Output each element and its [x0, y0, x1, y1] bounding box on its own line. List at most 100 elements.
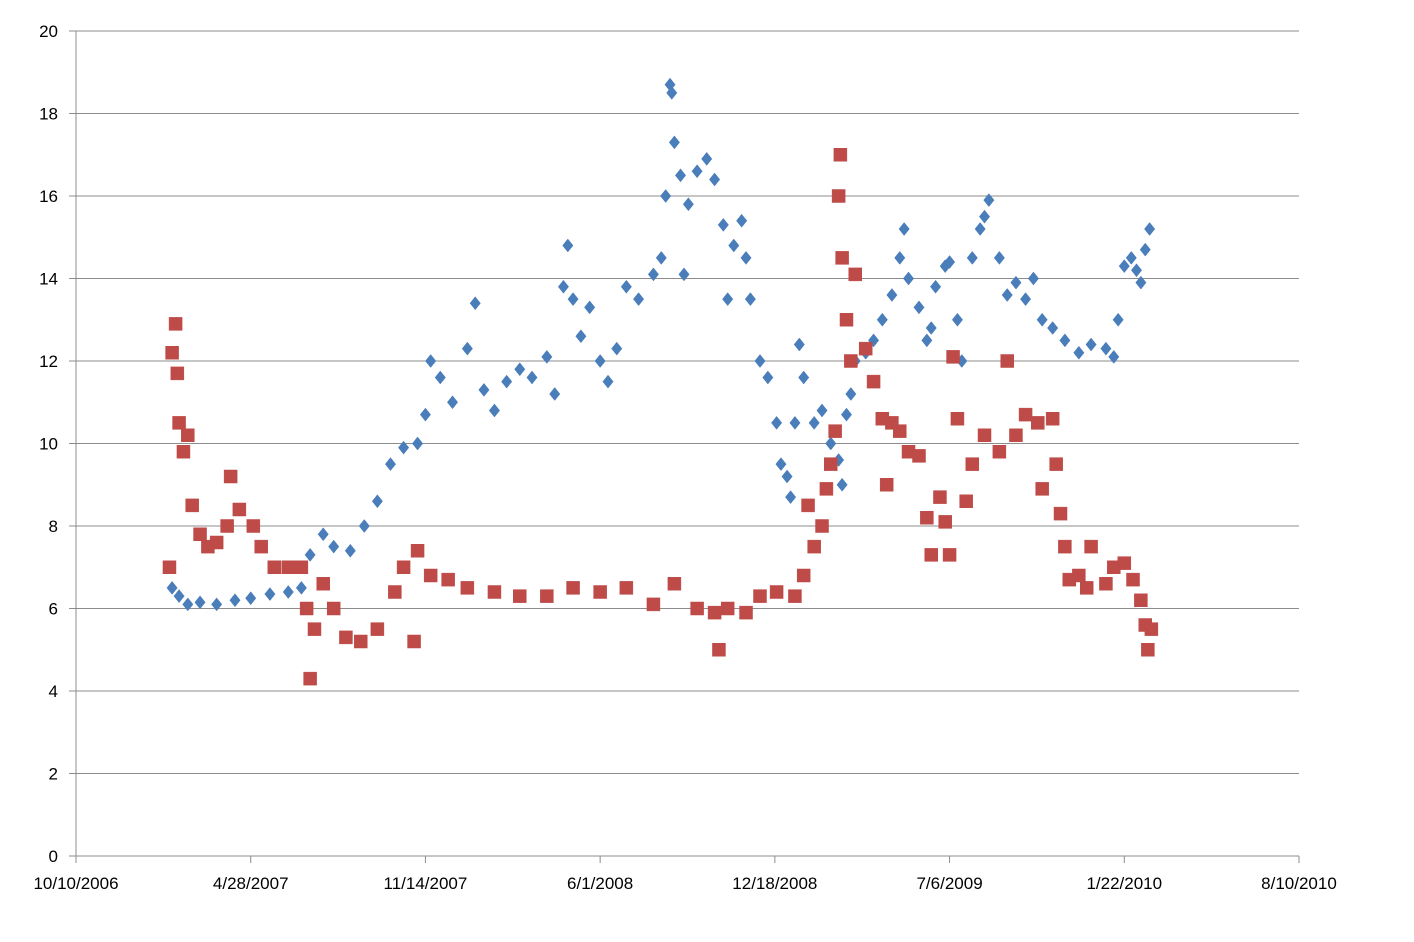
data-point-diamond: [469, 296, 481, 311]
data-point-diamond: [1118, 259, 1130, 274]
data-point-diamond: [1130, 263, 1143, 278]
data-point-diamond: [798, 370, 810, 385]
data-point-diamond: [384, 457, 397, 472]
data-point-square: [299, 601, 314, 616]
gridlines: [76, 30, 1299, 774]
data-point-diamond: [541, 349, 553, 364]
data-point-diamond: [1073, 345, 1085, 360]
data-point-diamond: [245, 591, 257, 606]
data-point-diamond: [371, 494, 383, 509]
data-point-diamond: [836, 477, 848, 492]
y-axis-tick-labels: 0 2 4 6 8 10 12 14 16 18 20: [39, 22, 58, 866]
data-point-diamond: [762, 370, 774, 385]
data-point-square: [246, 519, 261, 533]
data-point-square: [824, 457, 838, 471]
data-point-square: [833, 148, 848, 162]
data-point-diamond: [1036, 312, 1048, 327]
data-point-square: [162, 560, 177, 574]
data-point-diamond: [526, 370, 538, 385]
data-point-square: [1035, 482, 1049, 496]
data-point-diamond: [1020, 292, 1032, 307]
data-point-square: [1126, 572, 1140, 587]
data-point-diamond: [1001, 288, 1013, 302]
data-point-square: [307, 622, 322, 636]
data-point-square: [828, 424, 842, 438]
data-point-diamond: [194, 595, 206, 610]
data-point-square: [807, 539, 821, 554]
data-point-square: [487, 585, 502, 599]
data-point-square: [388, 585, 402, 599]
data-point-square: [1058, 539, 1072, 554]
y-tick-label: 8: [49, 517, 58, 536]
y-tick-label: 0: [49, 847, 58, 866]
data-point-square: [835, 251, 849, 265]
data-point-square: [844, 354, 858, 368]
data-point-square: [815, 519, 829, 533]
x-tick-label: 11/14/2007: [384, 874, 468, 893]
x-tick-label: 7/6/2009: [916, 874, 982, 893]
data-point-square: [720, 601, 735, 616]
data-point-diamond: [647, 267, 659, 282]
data-point-square: [1072, 568, 1086, 583]
data-point-square: [232, 502, 247, 517]
data-point-square: [977, 428, 992, 442]
data-point-square: [370, 622, 385, 636]
data-point-square: [938, 515, 952, 529]
data-point-diamond: [317, 527, 329, 542]
data-point-diamond: [678, 267, 690, 282]
data-point-diamond: [557, 279, 569, 294]
data-point-square: [294, 560, 309, 574]
data-point-diamond: [358, 519, 370, 533]
data-point-square: [924, 548, 938, 562]
data-point-square: [193, 527, 207, 541]
data-point-diamond: [894, 250, 906, 265]
series-1: [166, 77, 1156, 612]
data-point-square: [839, 313, 854, 327]
data-point-diamond: [229, 593, 241, 608]
data-point-diamond: [825, 436, 837, 451]
data-point-diamond: [793, 337, 805, 352]
data-point-square: [1009, 428, 1023, 442]
data-point-diamond: [666, 85, 678, 100]
data-point-diamond: [562, 238, 574, 253]
data-point-diamond: [868, 333, 880, 348]
data-point-diamond: [668, 135, 680, 150]
data-point-square: [410, 544, 425, 558]
data-point-square: [513, 589, 527, 603]
data-point-square: [1134, 593, 1148, 607]
data-point-square: [646, 597, 661, 612]
y-tick-label: 4: [49, 682, 58, 701]
data-point-diamond: [602, 374, 614, 389]
data-point-diamond: [304, 547, 316, 562]
data-point-square: [423, 568, 438, 583]
y-tick-label: 12: [39, 352, 58, 371]
data-point-diamond: [425, 354, 437, 368]
data-point-diamond: [781, 469, 793, 484]
x-tick-label: 6/1/2008: [567, 874, 633, 893]
data-point-diamond: [1112, 312, 1124, 327]
data-point-diamond: [983, 193, 995, 208]
data-point-square: [185, 498, 199, 513]
data-point-diamond: [282, 585, 294, 599]
data-point-square: [866, 374, 881, 389]
data-point-square: [326, 601, 341, 616]
data-point-diamond: [740, 250, 752, 265]
data-point-square: [819, 482, 834, 496]
data-point-square: [168, 317, 183, 331]
y-tick-label: 18: [39, 105, 58, 124]
data-point-square: [965, 457, 980, 471]
data-point-diamond: [182, 597, 194, 612]
data-point-square: [769, 585, 784, 599]
y-tick-label: 10: [39, 435, 58, 454]
data-point-square: [165, 346, 179, 360]
data-point-square: [788, 589, 802, 603]
data-point-square: [316, 577, 330, 591]
data-point-diamond: [461, 341, 473, 356]
data-point-diamond: [328, 539, 340, 554]
data-point-diamond: [974, 222, 986, 236]
data-point-diamond: [722, 292, 734, 307]
data-point-diamond: [1108, 349, 1120, 364]
data-point-diamond: [898, 222, 910, 236]
data-point-square: [354, 634, 368, 649]
y-tick-label: 14: [39, 270, 58, 289]
